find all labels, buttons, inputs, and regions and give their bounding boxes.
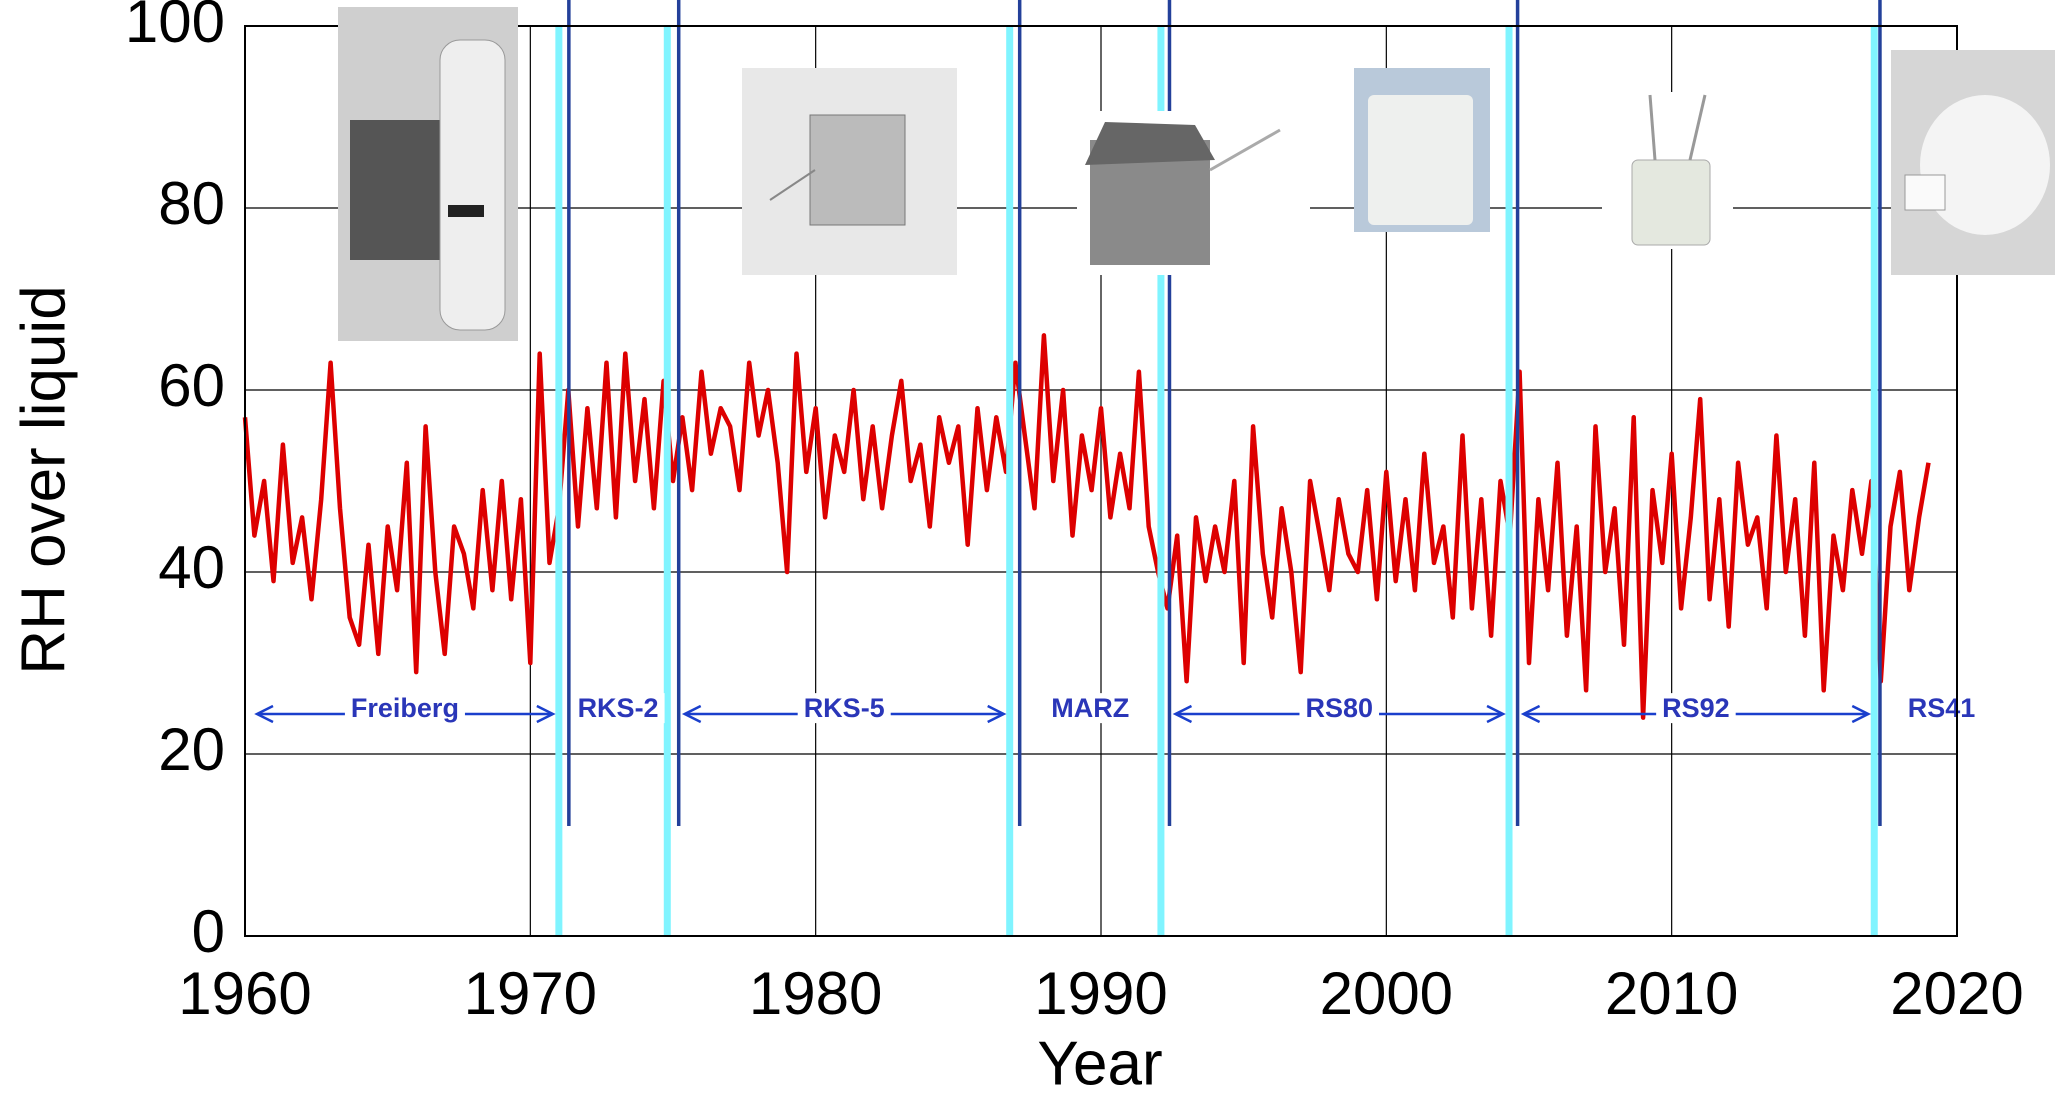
- y-tick-label: 20: [158, 716, 225, 783]
- y-tick-label: 40: [158, 534, 225, 601]
- x-tick-label: 1970: [464, 960, 597, 1027]
- instrument-photo: [1077, 111, 1310, 275]
- instrument-photo: [742, 68, 957, 275]
- arrow-head: [536, 704, 556, 724]
- period-label: MARZ: [1051, 693, 1129, 723]
- x-tick-label: 1960: [178, 960, 311, 1027]
- y-tick-label: 80: [158, 170, 225, 237]
- label-background: [1656, 693, 1736, 724]
- x-tick-label: 1990: [1034, 960, 1167, 1027]
- arrow-head: [681, 704, 702, 724]
- arrow-head: [1520, 704, 1541, 724]
- period-label: RKS-2: [578, 693, 659, 723]
- x-axis-label: Year: [1037, 1029, 1162, 1096]
- period-label: RS80: [1305, 693, 1373, 723]
- data-line: [242, 333, 1931, 720]
- arrow-head: [1486, 704, 1506, 724]
- instrument-photo: [1891, 50, 2055, 275]
- instrument-photo: [1602, 92, 1733, 249]
- period-label: RS41: [1908, 693, 1976, 723]
- y-axis-label: RH over liquid: [9, 285, 78, 674]
- y-tick-label: 0: [192, 898, 225, 965]
- label-background: [571, 693, 665, 724]
- arrow-head: [1172, 704, 1193, 724]
- period-label: RKS-5: [804, 693, 885, 723]
- arrow-head: [254, 704, 274, 724]
- x-tick-label: 2010: [1605, 960, 1738, 1027]
- period-label: RS92: [1662, 693, 1730, 723]
- y-tick-label: 60: [158, 352, 225, 419]
- label-background: [344, 693, 465, 724]
- label-background: [1299, 693, 1380, 724]
- arrow-head: [987, 704, 1007, 724]
- label-background: [1045, 693, 1136, 724]
- x-tick-label: 1980: [749, 960, 882, 1027]
- instrument-photo: [1354, 68, 1490, 232]
- label-background: [1901, 693, 1982, 724]
- instrument-photo: [338, 7, 518, 341]
- y-tick-label: 100: [125, 0, 225, 55]
- arrow-head: [1851, 704, 1872, 724]
- x-tick-label: 2020: [1890, 960, 2023, 1027]
- x-tick-label: 2000: [1320, 960, 1453, 1027]
- period-label: Freiberg: [351, 693, 459, 723]
- plot-frame: [244, 25, 1958, 937]
- label-background: [797, 693, 891, 724]
